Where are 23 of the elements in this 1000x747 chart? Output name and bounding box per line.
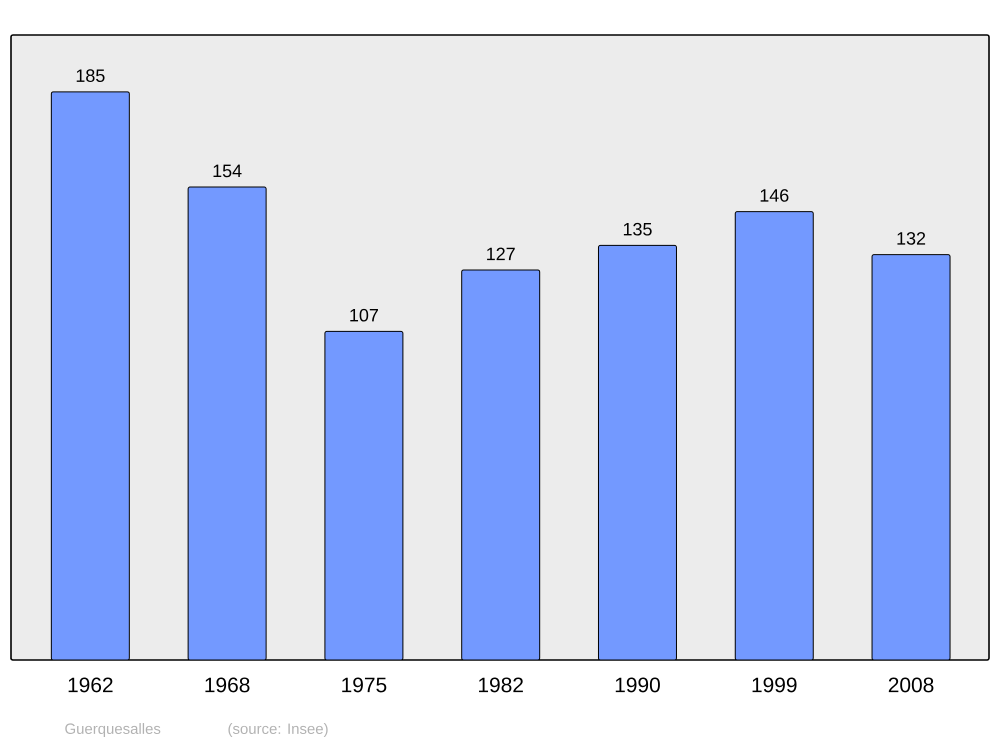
text: Guerquesalles (65, 723, 160, 737)
data-label: 132 (897, 232, 926, 245)
bar (598, 244, 677, 660)
x-tick-label: 1968 (205, 678, 250, 692)
data-label: 127 (487, 248, 515, 260)
bar (188, 186, 267, 660)
x-tick-label: 2008 (888, 678, 934, 692)
data-label: 146 (760, 189, 788, 202)
text: (source: Insee) (228, 723, 328, 737)
x-tick-label: 1982 (479, 678, 523, 692)
bar (734, 211, 814, 660)
x-tick-label: 1990 (616, 678, 660, 692)
bar (872, 254, 951, 660)
data-label: 154 (214, 164, 242, 178)
x-tick-label: 1975 (342, 678, 386, 692)
bar (324, 330, 404, 660)
x-tick-label: 1962 (68, 678, 113, 692)
x-tick-label: 1999 (752, 678, 797, 692)
data-label: 185 (76, 69, 105, 82)
data-label: 135 (624, 222, 652, 236)
data-label: 107 (350, 308, 378, 322)
bar (50, 91, 130, 660)
bar (461, 269, 540, 660)
